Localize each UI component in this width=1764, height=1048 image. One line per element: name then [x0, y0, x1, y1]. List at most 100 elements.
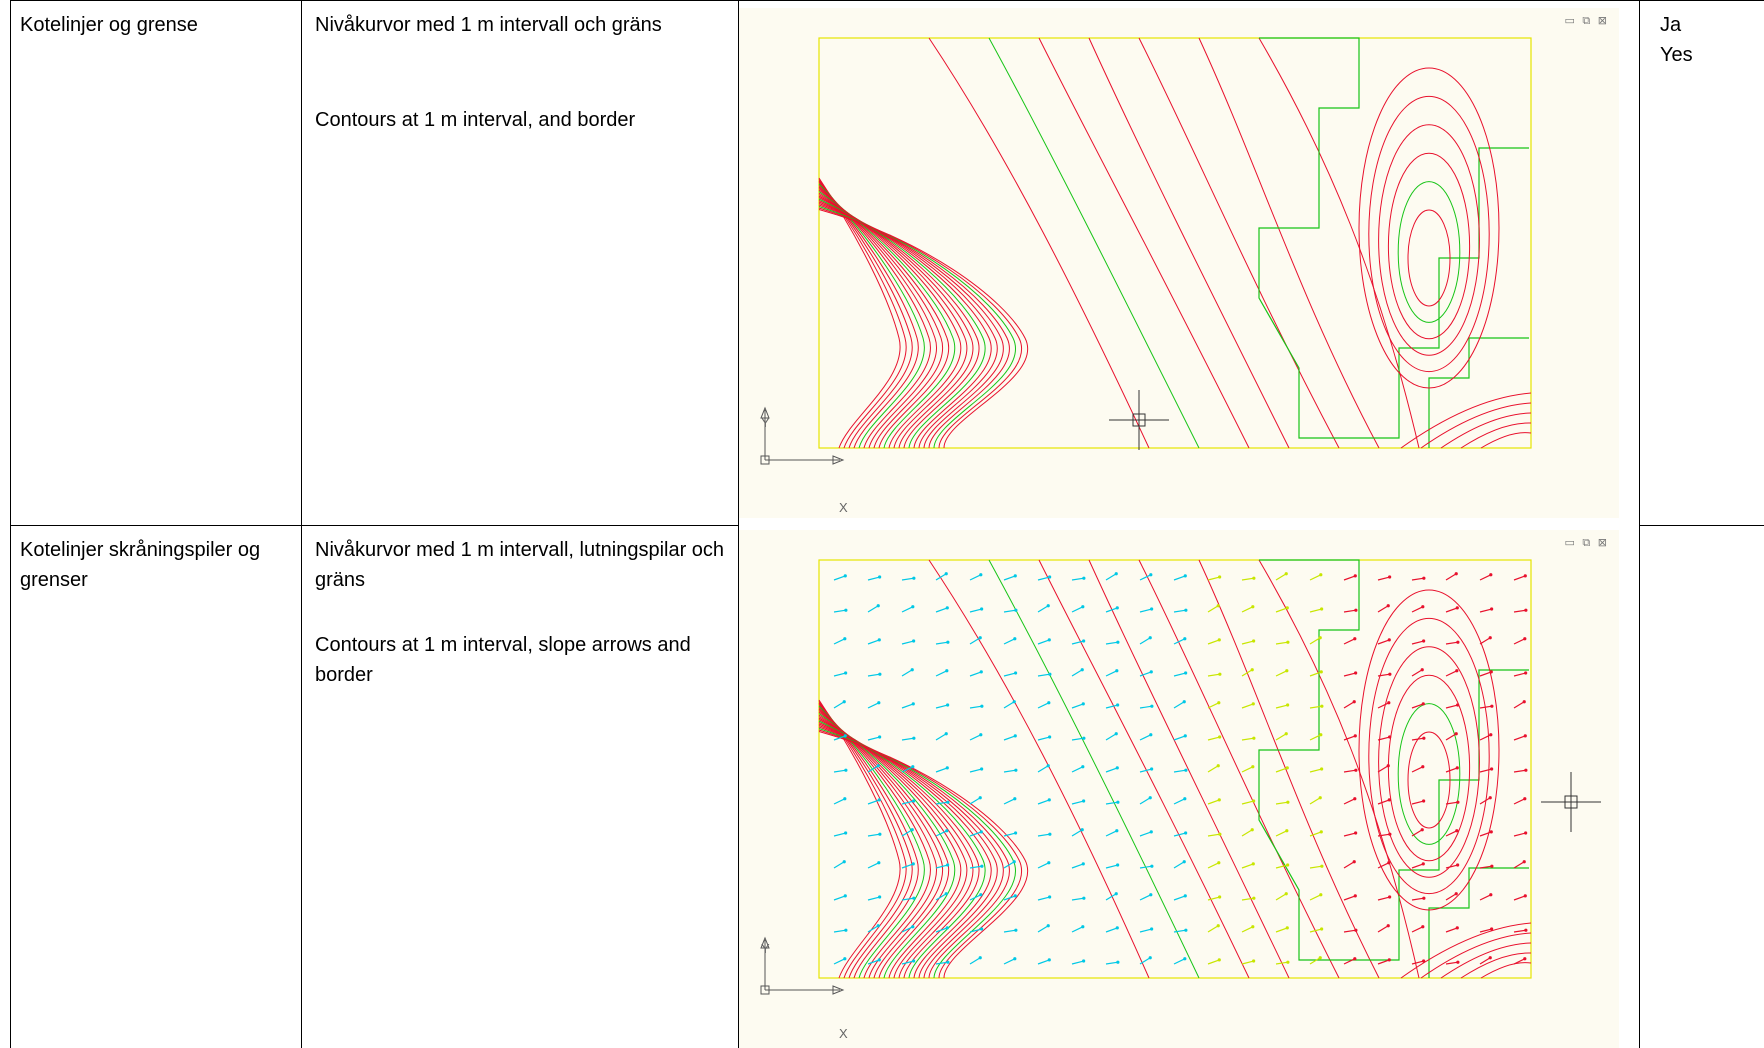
contour-line: [818, 717, 974, 979]
slope-arrowhead: [1184, 671, 1188, 675]
slope-arrow: [1003, 798, 1016, 805]
slope-arrowhead: [1386, 604, 1390, 608]
slope-arrowhead: [1081, 702, 1085, 706]
slope-arrow: [935, 801, 948, 805]
slope-arrow: [935, 670, 948, 677]
slope-arrow: [1309, 705, 1322, 709]
slope-arrowhead: [877, 638, 881, 642]
slope-arrowhead: [1114, 732, 1118, 736]
slope-arrowhead: [877, 798, 881, 802]
x-axis-label: X: [839, 1026, 848, 1041]
slope-arrow: [1309, 637, 1321, 645]
slope-arrowhead: [1352, 860, 1356, 864]
cad-viewport-slope-arrows[interactable]: ▭ ⧉ ⊠ Y X: [739, 530, 1619, 1048]
slope-arrowhead: [1456, 960, 1460, 964]
row-divider-left: [10, 525, 738, 526]
slope-arrow: [1173, 958, 1186, 965]
slope-arrowhead: [1218, 735, 1222, 739]
slope-arrowhead: [1319, 573, 1323, 577]
slope-arrow: [1003, 609, 1016, 613]
contour-line: [818, 731, 1029, 979]
slope-arrowhead: [1523, 797, 1527, 801]
slope-arrowhead: [1286, 960, 1290, 964]
border-line: [1428, 337, 1529, 448]
contour-line: [818, 183, 925, 449]
slope-arrow: [1003, 769, 1016, 773]
slope-arrowhead: [1115, 766, 1119, 770]
slope-arrowhead: [1286, 703, 1290, 707]
contour-line: [818, 722, 992, 979]
slope-arrow: [901, 669, 913, 677]
slope-arrowhead: [878, 735, 882, 739]
contour-line: [818, 185, 931, 449]
slope-arrowhead: [1183, 734, 1187, 738]
slope-arrow: [1377, 605, 1389, 613]
slope-arrowhead: [1454, 732, 1458, 736]
contour-line: [928, 37, 1150, 449]
slope-arrowhead: [878, 575, 882, 579]
slope-arrow: [1343, 735, 1356, 741]
contour-line: [1258, 37, 1420, 449]
slope-arrowhead: [1217, 701, 1221, 705]
window-controls-icon[interactable]: ▭ ⧉ ⊠: [1564, 14, 1609, 27]
slope-arrow: [969, 928, 982, 933]
slope-arrow: [1513, 575, 1526, 581]
slope-arrow: [1343, 609, 1356, 613]
contour-line: [1358, 589, 1500, 911]
slope-arrowhead: [1456, 800, 1460, 804]
cad-viewport-contours[interactable]: ▭ ⧉ ⊠ Y X: [739, 8, 1619, 518]
slope-arrowhead: [1318, 956, 1322, 960]
slope-arrowhead: [1352, 700, 1356, 704]
slope-arrowhead: [876, 604, 880, 608]
slope-arrowhead: [912, 959, 916, 963]
contour-line: [1397, 703, 1461, 845]
slope-arrowhead: [1489, 670, 1493, 674]
slope-arrow: [833, 638, 846, 645]
slope-arrow: [1173, 609, 1186, 613]
slope-arrowhead: [1422, 896, 1426, 900]
slope-arrow: [1003, 638, 1016, 645]
slope-arrowhead: [946, 863, 950, 867]
slope-arrow: [935, 573, 947, 581]
slope-arrowhead: [1421, 862, 1425, 866]
table-divider-3: [1639, 0, 1640, 1048]
slope-arrowhead: [1524, 831, 1528, 835]
slope-arrowhead: [911, 765, 915, 769]
slope-arrowhead: [1013, 797, 1017, 801]
slope-arrowhead: [1014, 671, 1018, 675]
slope-arrow: [1309, 957, 1321, 965]
contour-line: [818, 203, 1004, 449]
slope-arrowhead: [944, 572, 948, 576]
y-axis-label: Y: [761, 415, 770, 430]
slope-arrowhead: [1524, 671, 1528, 675]
slope-arrow: [1275, 573, 1287, 581]
window-controls-icon[interactable]: ▭ ⧉ ⊠: [1564, 536, 1609, 549]
contour-line: [1387, 152, 1471, 340]
slope-arrow: [1411, 606, 1424, 613]
slope-arrow: [1241, 897, 1254, 901]
slope-arrow: [969, 768, 982, 773]
slope-arrowhead: [1386, 764, 1390, 768]
slope-arrow: [1037, 605, 1049, 613]
slope-arrowhead: [1319, 830, 1323, 834]
slope-arrow: [833, 861, 845, 869]
slope-arrowhead: [1013, 734, 1017, 738]
slope-arrowhead: [1353, 637, 1357, 641]
slope-arrow: [1275, 927, 1288, 933]
slope-arrow: [833, 672, 846, 677]
border-line: [1258, 559, 1529, 961]
slope-arrowhead: [1184, 608, 1188, 612]
slope-arrowhead: [876, 764, 880, 768]
slope-arrowhead: [844, 831, 848, 835]
slope-arrow: [1105, 801, 1118, 805]
ucs-origin-icon: [760, 455, 770, 465]
slope-arrowhead: [1456, 863, 1460, 867]
slope-arrow: [901, 577, 914, 581]
slope-arrowhead: [978, 796, 982, 800]
slope-arrow: [901, 863, 914, 869]
slope-arrowhead: [945, 606, 949, 610]
table-border-left: [10, 0, 11, 1048]
slope-arrow: [833, 958, 846, 965]
slope-arrowhead: [1524, 928, 1528, 932]
slope-arrow: [1139, 671, 1152, 677]
